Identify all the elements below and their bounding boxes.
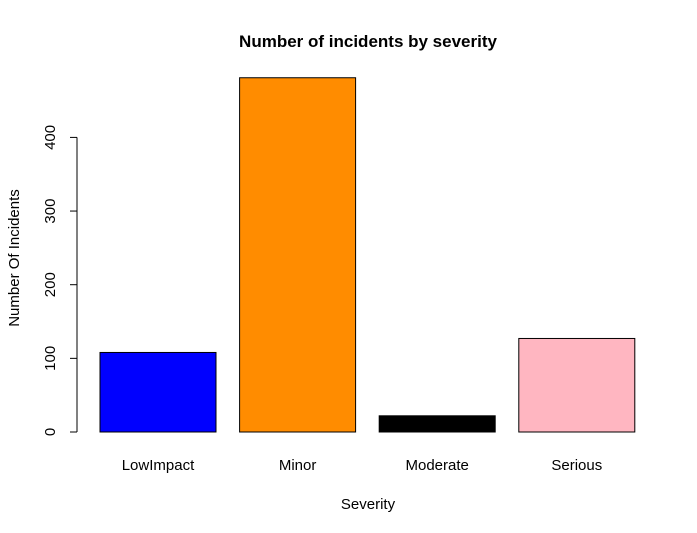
bar-serious — [518, 337, 636, 433]
bar-minor — [239, 77, 357, 433]
y-axis: 0 100 200 300 400 — [42, 125, 78, 436]
x-category-label: Moderate — [406, 457, 469, 474]
x-category-label: Serious — [551, 457, 602, 474]
y-tick-label: 200 — [42, 272, 59, 297]
bar-moderate — [378, 415, 496, 433]
chart-title: Number of incidents by severity — [239, 32, 497, 51]
y-tick-label: 400 — [42, 125, 59, 150]
bars-group — [99, 77, 636, 433]
y-axis-label: Number Of Incidents — [6, 189, 23, 327]
x-category-label: LowImpact — [122, 457, 195, 474]
x-category-label: Minor — [279, 457, 317, 474]
category-labels: LowImpact Minor Moderate Serious — [122, 457, 603, 474]
y-tick-label: 100 — [42, 346, 59, 371]
bar-lowimpact — [99, 351, 217, 433]
y-tick-label: 0 — [42, 428, 59, 436]
y-tick-label: 300 — [42, 199, 59, 224]
x-axis-label: Severity — [341, 496, 396, 513]
